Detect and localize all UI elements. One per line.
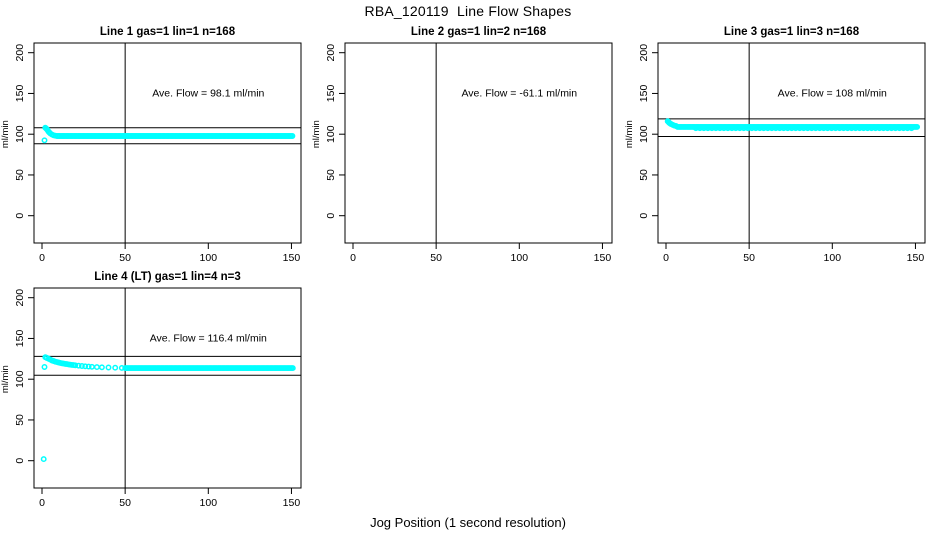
x-tick-label: 50	[119, 252, 131, 264]
x-tick-label: 150	[283, 252, 301, 264]
y-tick-label: 150	[14, 85, 26, 103]
y-tick-label: 50	[14, 169, 26, 181]
y-tick-label: 50	[14, 414, 26, 426]
annotation: Ave. Flow = -61.1 ml/min	[461, 87, 577, 99]
data-point	[98, 364, 105, 371]
annotation: Ave. Flow = 108 ml/min	[778, 87, 887, 99]
data-point	[289, 365, 296, 372]
y-axis-label: ml/min	[0, 120, 11, 148]
x-tick-label: 0	[39, 252, 45, 264]
y-axis-label: ml/min	[311, 120, 322, 148]
data-point	[75, 362, 82, 369]
data-point	[41, 137, 48, 144]
panel-2: Line 2 gas=1 lin=2 n=168 0 50 100 150 0 50 100 1…	[311, 26, 613, 264]
x-tick-label: 150	[283, 497, 301, 509]
panel-title: Line 3 gas=1 lin=3 n=168	[724, 26, 860, 38]
panel-1: Line 1 gas=1 lin=1 n=168 0 50 100 150 0 50 100 1…	[0, 26, 302, 264]
y-tick-label: 200	[14, 289, 26, 307]
x-tick-label: 150	[594, 252, 612, 264]
y-tick-label: 100	[325, 125, 337, 143]
plot-box	[33, 42, 302, 244]
y-tick-label: 100	[14, 370, 26, 388]
x-tick-label: 100	[824, 252, 842, 264]
y-tick-label: 150	[14, 330, 26, 348]
data-point	[78, 363, 85, 369]
annotation: Ave. Flow = 116.4 ml/min	[150, 332, 267, 344]
y-tick-label: 150	[638, 85, 650, 103]
data-point	[41, 364, 48, 370]
panel-title: Line 4 (LT) gas=1 lin=4 n=3	[94, 271, 240, 283]
x-tick-label: 100	[511, 252, 529, 264]
data-point	[93, 364, 100, 371]
x-tick-label: 0	[39, 497, 45, 509]
data-point	[85, 363, 92, 370]
data-point	[289, 133, 296, 139]
x-tick-label: 50	[430, 252, 442, 264]
x-tick-label: 50	[119, 497, 131, 509]
plot-box	[33, 287, 302, 489]
x-tick-label: 100	[200, 497, 218, 509]
y-axis-label: ml/min	[0, 365, 11, 393]
x-tick-label: 50	[743, 252, 755, 264]
annotation: Ave. Flow = 98.1 ml/min	[152, 87, 264, 99]
y-tick-label: 0	[14, 213, 26, 219]
y-tick-label: 50	[638, 169, 650, 181]
y-tick-label: 50	[325, 169, 337, 181]
data-point	[112, 364, 119, 371]
y-axis-label: ml/min	[624, 120, 635, 148]
data-point	[914, 123, 921, 130]
y-tick-label: 200	[14, 44, 26, 62]
panel-title: Line 1 gas=1 lin=1 n=168	[100, 26, 236, 38]
x-tick-label: 150	[907, 252, 925, 264]
y-tick-label: 0	[14, 458, 26, 464]
y-tick-label: 0	[638, 213, 650, 219]
x-tick-label: 100	[200, 252, 218, 264]
x-axis-title: Jog Position (1 second resolution)	[370, 515, 566, 530]
y-tick-label: 0	[325, 213, 337, 219]
plot-box	[657, 42, 926, 244]
plot-box	[344, 42, 613, 244]
y-tick-label: 150	[325, 85, 337, 103]
data-point	[88, 363, 95, 370]
data-point	[82, 363, 89, 370]
y-tick-label: 100	[14, 125, 26, 143]
x-tick-label: 0	[663, 252, 669, 264]
figure-title: RBA_120119 Line Flow Shapes	[364, 3, 572, 19]
y-tick-label: 100	[638, 125, 650, 143]
data-point	[40, 456, 47, 463]
panel-4: Line 4 (LT) gas=1 lin=4 n=3 0 50 100 150 0 50 1…	[0, 271, 302, 509]
data-point	[105, 364, 112, 371]
y-tick-label: 200	[638, 44, 650, 62]
data-point	[72, 362, 79, 369]
data-point	[908, 125, 915, 132]
panel-3: Line 3 gas=1 lin=3 n=168 0 50 100 150 0 50 100 1…	[624, 26, 926, 264]
panel-title: Line 2 gas=1 lin=2 n=168	[411, 26, 547, 38]
x-tick-label: 0	[350, 252, 356, 264]
y-tick-label: 200	[325, 44, 337, 62]
